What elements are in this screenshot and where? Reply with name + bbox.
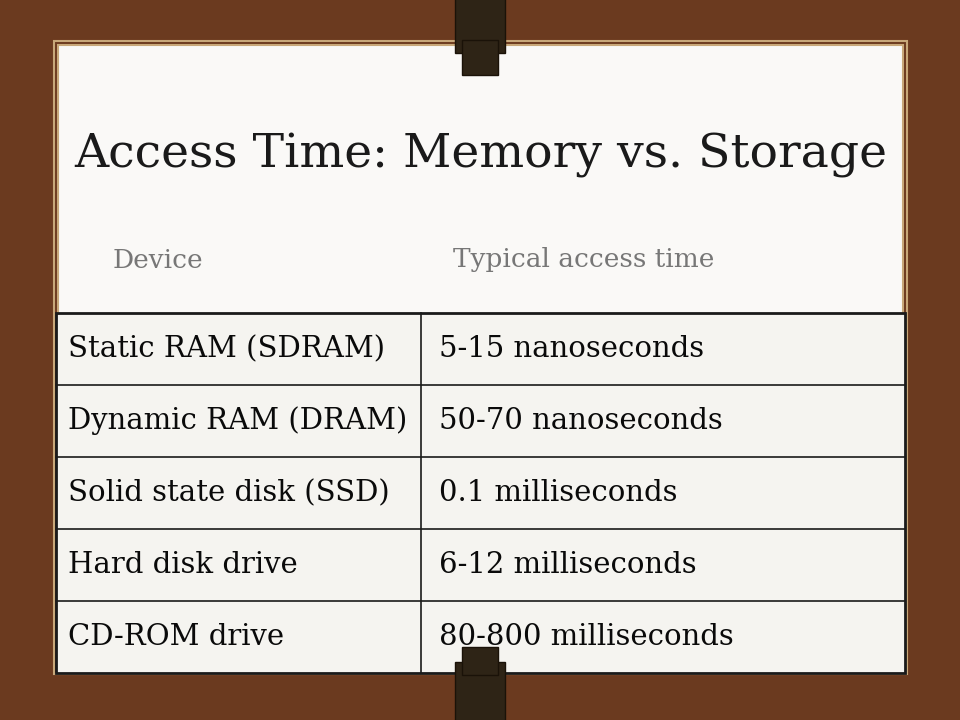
Bar: [462, 40, 498, 75]
Text: 80-800 milliseconds: 80-800 milliseconds: [439, 623, 733, 651]
Text: 50-70 nanoseconds: 50-70 nanoseconds: [439, 407, 723, 435]
Bar: [462, 647, 498, 675]
Text: Dynamic RAM (DRAM): Dynamic RAM (DRAM): [68, 407, 407, 436]
Text: Device: Device: [113, 248, 204, 272]
Bar: [58, 45, 903, 670]
Text: Solid state disk (SSD): Solid state disk (SSD): [68, 479, 390, 507]
Bar: [455, 0, 505, 53]
Text: Access Time: Memory vs. Storage: Access Time: Memory vs. Storage: [74, 132, 887, 178]
Bar: [455, 662, 505, 720]
Text: 5-15 nanoseconds: 5-15 nanoseconds: [439, 335, 704, 363]
Bar: [54, 41, 907, 674]
Bar: [56, 313, 905, 673]
Text: 6-12 milliseconds: 6-12 milliseconds: [439, 551, 697, 579]
Text: Hard disk drive: Hard disk drive: [68, 551, 298, 579]
Text: 0.1 milliseconds: 0.1 milliseconds: [439, 479, 678, 507]
Text: Typical access time: Typical access time: [453, 248, 714, 272]
Text: Static RAM (SDRAM): Static RAM (SDRAM): [68, 335, 385, 363]
Text: CD-ROM drive: CD-ROM drive: [68, 623, 284, 651]
